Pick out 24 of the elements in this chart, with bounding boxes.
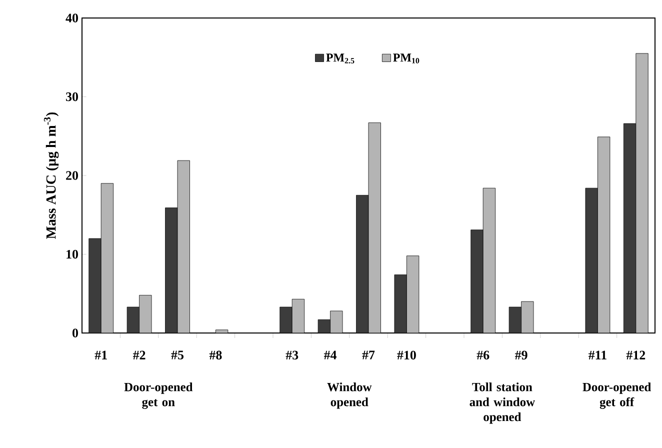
x-tick-label: #4 bbox=[324, 350, 337, 360]
text: Door-opened get on bbox=[124, 382, 193, 409]
legend-label: PM$_{10}$ bbox=[393, 54, 420, 64]
y-tick-label: 40 bbox=[66, 14, 78, 22]
y-tick-label: 0 bbox=[72, 328, 78, 338]
x-tick-label: #10 bbox=[397, 350, 416, 360]
y-tick-label: 20 bbox=[66, 171, 78, 180]
y-tick-label: 30 bbox=[66, 92, 78, 102]
x-tick-label: #2 bbox=[132, 350, 146, 360]
x-tick-label: #8 bbox=[209, 350, 222, 360]
text: Door-opened get off bbox=[582, 382, 652, 409]
x-tick-label: #7 bbox=[362, 350, 375, 360]
x-tick-label: #3 bbox=[286, 350, 298, 360]
text: Window opened bbox=[327, 382, 372, 409]
x-tick-label: #5 bbox=[171, 350, 184, 360]
x-tick-label: #6 bbox=[476, 350, 490, 360]
y-tick-label: 10 bbox=[66, 250, 78, 259]
x-tick-label: #11 bbox=[588, 350, 606, 360]
legend-label: PM$_{2.5}$ bbox=[326, 54, 354, 64]
x-tick-label: #1 bbox=[94, 350, 107, 360]
text: Toll station and window opened bbox=[470, 382, 535, 424]
x-tick-label: #12 bbox=[626, 350, 646, 360]
y-axis-title: Mass AUC (μg h m$^{-3}$) bbox=[44, 112, 59, 239]
x-tick-label: #9 bbox=[515, 350, 528, 360]
